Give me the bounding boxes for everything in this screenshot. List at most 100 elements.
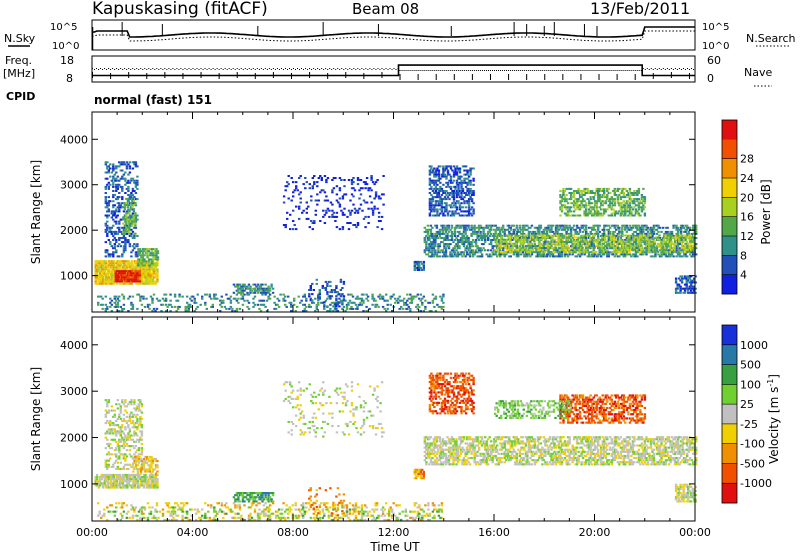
heatmap-cell: [636, 194, 639, 196]
heatmap-cell: [115, 249, 118, 252]
heatmap-cell: [255, 289, 258, 292]
heatmap-cell: [606, 208, 609, 211]
heatmap-cell: [128, 197, 131, 200]
heatmap-cell: [443, 243, 446, 246]
heatmap-cell: [140, 303, 144, 306]
heatmap-cell: [425, 243, 428, 246]
heatmap-cell: [110, 245, 113, 248]
heatmap-cell: [500, 238, 503, 241]
heatmap-cell: [118, 268, 121, 271]
heatmap-cell: [125, 220, 128, 223]
heatmap-cell: [442, 206, 445, 209]
heatmap-cell: [627, 226, 630, 229]
heatmap-cell: [150, 252, 154, 255]
heatmap-cell: [639, 202, 642, 205]
heatmap-cell: [123, 206, 127, 209]
heatmap-cell: [437, 200, 441, 203]
heatmap-cell: [666, 235, 669, 237]
heatmap-cell: [607, 251, 610, 254]
heatmap-cell: [568, 208, 571, 211]
heatmap-cell: [99, 274, 102, 277]
heatmap-cell: [695, 232, 698, 235]
heatmap-cell: [507, 246, 510, 249]
heatmap-cell: [649, 232, 653, 235]
heatmap-cell: [125, 197, 128, 200]
heatmap-cell: [130, 264, 134, 267]
heatmap-cell: [627, 196, 630, 199]
heatmap-cell: [620, 240, 623, 243]
nave-dot: [102, 69, 104, 70]
heatmap-cell: [434, 232, 437, 235]
heatmap-cell: [598, 242, 601, 245]
heatmap-cell: [618, 210, 621, 213]
heatmap-cell: [628, 253, 632, 256]
heatmap-cell: [628, 206, 632, 209]
heatmap-cell: [259, 287, 263, 290]
nave-dot: [401, 70, 403, 71]
heatmap-cell: [656, 250, 660, 253]
nave-dot: [654, 68, 656, 69]
heatmap-cell: [364, 181, 367, 184]
heatmap-cell: [430, 187, 433, 190]
heatmap-cell: [135, 276, 139, 279]
nave-dot: [419, 70, 421, 71]
heatmap-cell: [542, 234, 545, 237]
heatmap-cell: [640, 224, 644, 227]
heatmap-cell: [477, 249, 481, 252]
nave-dot: [532, 70, 534, 71]
heatmap-cell: [347, 209, 351, 212]
heatmap-cell: [359, 203, 363, 206]
heatmap-cell: [494, 232, 497, 235]
heatmap-cell: [474, 226, 478, 229]
heatmap-cell: [121, 260, 124, 263]
nave-dot: [508, 74, 510, 80]
heatmap-cell: [120, 276, 123, 279]
heatmap-cell: [151, 274, 155, 277]
heatmap-cell: [434, 175, 438, 178]
heatmap-cell: [109, 272, 112, 275]
heatmap-cell: [458, 245, 461, 248]
heatmap-cell: [693, 281, 696, 284]
heatmap-cell: [609, 198, 612, 201]
heatmap-cell: [594, 204, 597, 207]
heatmap-cell: [101, 297, 104, 300]
heatmap-cell: [443, 237, 446, 239]
heatmap-cell: [668, 246, 672, 249]
heatmap-cell: [676, 245, 680, 248]
heatmap-cell: [421, 269, 424, 271]
heatmap-cell: [112, 253, 115, 256]
heatmap-cell: [94, 272, 97, 275]
heatmap-cell: [677, 236, 681, 239]
heatmap-cell: [425, 245, 428, 248]
nave-dot: [502, 70, 504, 71]
heatmap-cell: [131, 307, 135, 310]
heatmap-cell: [607, 253, 610, 256]
heatmap-cell: [132, 264, 135, 267]
heatmap-cell: [256, 287, 260, 290]
heatmap-cell: [461, 181, 465, 184]
heatmap-cell: [364, 201, 367, 204]
heatmap-cell: [666, 243, 669, 246]
heatmap-cell: [118, 161, 121, 164]
heatmap-cell: [624, 214, 627, 217]
heatmap-cell: [455, 245, 458, 248]
heatmap-cell: [135, 260, 138, 263]
heatmap-cell: [691, 246, 694, 249]
heatmap-cell: [555, 242, 559, 245]
heatmap-cell: [443, 208, 447, 211]
heatmap-cell: [109, 270, 112, 273]
heatmap-cell: [450, 230, 454, 233]
heatmap-cell: [517, 230, 520, 233]
heatmap-cell: [129, 206, 133, 209]
nave-dot: [329, 68, 331, 69]
heatmap-cell: [119, 278, 122, 281]
noise-sky-label: N.Sky: [4, 32, 36, 45]
heatmap-cell: [99, 262, 102, 265]
heatmap-cell: [443, 214, 447, 217]
heatmap-cell: [452, 251, 455, 254]
heatmap-cell: [169, 293, 172, 296]
heatmap-cell: [592, 245, 595, 248]
heatmap-cell: [643, 206, 647, 209]
heatmap-cell: [636, 200, 639, 203]
heatmap-cell: [441, 241, 445, 244]
